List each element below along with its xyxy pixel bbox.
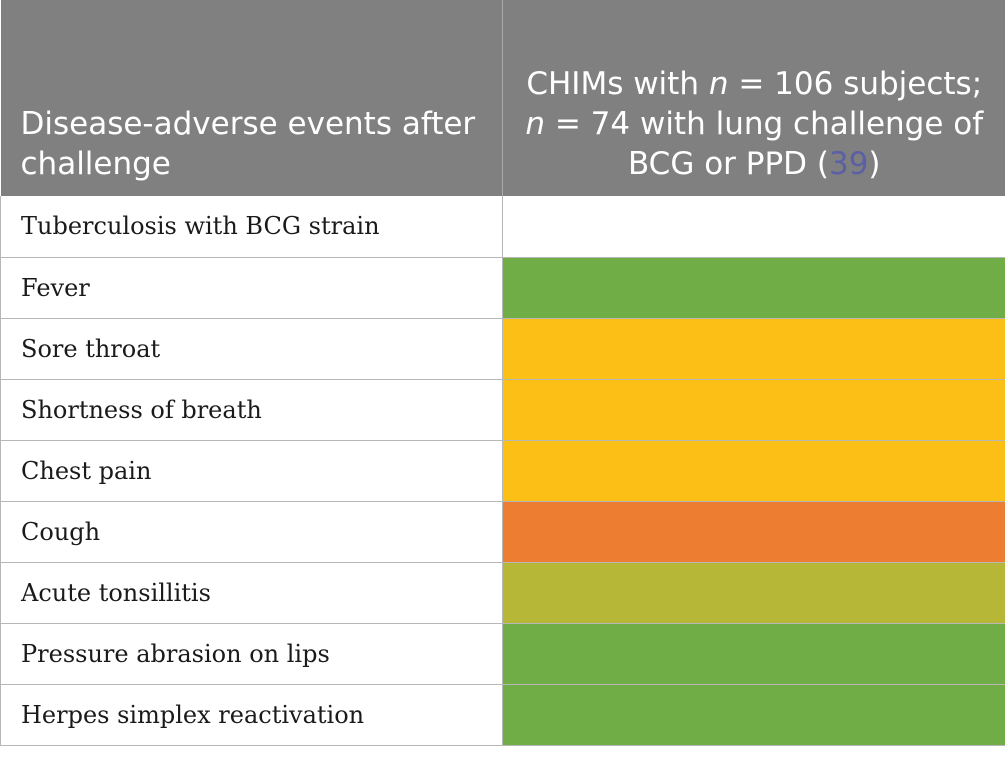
severity-color-cell <box>502 318 1005 380</box>
table-body: Tuberculosis with BCG strain Fever Sore th… <box>0 196 1005 746</box>
severity-swatch <box>503 257 1005 318</box>
table-row: Herpes simplex reactivation <box>0 684 1005 746</box>
severity-color-cell <box>502 440 1005 502</box>
severity-swatch <box>503 623 1005 684</box>
severity-color-cell <box>502 196 1005 258</box>
severity-swatch <box>503 440 1005 501</box>
severity-swatch <box>503 318 1005 379</box>
table-header-row: Disease-adverse events after challenge C… <box>0 0 1005 196</box>
column-header-chims-n2: = 74 with lung challenge of BCG or PPD ( <box>544 106 984 182</box>
event-label: Acute tonsillitis <box>0 562 503 624</box>
column-header-chims-close: ) <box>868 146 881 182</box>
column-header-disease-events-text: Disease-adverse events after challenge <box>20 106 476 182</box>
table-row: Sore throat <box>0 318 1005 380</box>
severity-swatch <box>503 684 1005 745</box>
table-row: Tuberculosis with BCG strain <box>0 196 1005 258</box>
adverse-events-table: Disease-adverse events after challenge C… <box>0 0 1005 746</box>
event-label: Pressure abrasion on lips <box>0 623 503 685</box>
severity-color-cell <box>502 623 1005 685</box>
column-header-disease-events: Disease-adverse events after challenge <box>0 0 503 196</box>
severity-swatch <box>503 501 1005 562</box>
event-label: Shortness of breath <box>0 379 503 441</box>
table-row: Chest pain <box>0 440 1005 502</box>
reference-link[interactable]: 39 <box>828 146 869 182</box>
table-row: Fever <box>0 257 1005 319</box>
event-label: Fever <box>0 257 503 319</box>
table-row: Shortness of breath <box>0 379 1005 441</box>
column-header-chims-n1: = 106 subjects; <box>728 66 983 102</box>
table-row: Cough <box>0 501 1005 563</box>
event-label: Cough <box>0 501 503 563</box>
n-variable: n <box>525 106 545 142</box>
severity-swatch <box>503 562 1005 623</box>
event-label: Sore throat <box>0 318 503 380</box>
table-row: Pressure abrasion on lips <box>0 623 1005 685</box>
column-header-chims-prefix: CHIMs with <box>526 66 709 102</box>
severity-color-cell <box>502 684 1005 746</box>
table-row: Acute tonsillitis <box>0 562 1005 624</box>
column-header-chims: CHIMs with n = 106 subjects; n = 74 with… <box>502 0 1005 196</box>
severity-color-cell <box>502 257 1005 319</box>
n-variable: n <box>708 66 729 102</box>
severity-color-cell <box>502 501 1005 563</box>
event-label: Herpes simplex reactivation <box>0 684 503 746</box>
severity-color-cell <box>502 562 1005 624</box>
severity-swatch <box>503 196 1005 257</box>
severity-swatch <box>503 379 1005 440</box>
event-label: Chest pain <box>0 440 503 502</box>
event-label: Tuberculosis with BCG strain <box>0 196 503 258</box>
severity-color-cell <box>502 379 1005 441</box>
